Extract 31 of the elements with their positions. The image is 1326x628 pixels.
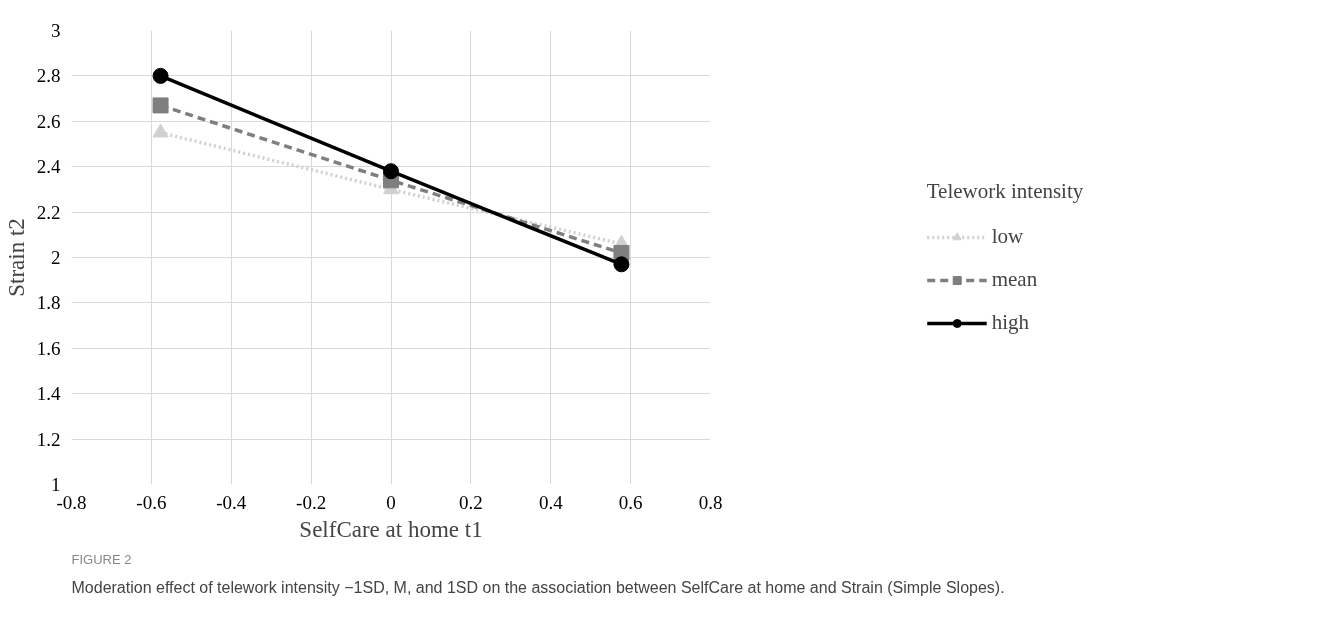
text: Moderation effect of telework intensity −1SD, M, and 1SD on the association between SelfCare at home and Strain (Simple Slopes). — [71, 578, 1005, 596]
y-tick-label: 1.4 — [36, 383, 61, 405]
x-tick-label: 0.2 — [459, 491, 483, 513]
point — [152, 97, 169, 114]
point — [383, 163, 399, 180]
point — [613, 256, 630, 273]
x-tick-label: 0 — [386, 491, 396, 513]
legend-label: high — [991, 310, 1030, 335]
y-tick-label: 1.6 — [36, 337, 61, 359]
y-tick-label: 3 — [51, 20, 61, 41]
x-tick-label: 0.6 — [618, 491, 643, 513]
x-tick-label: 0.4 — [538, 491, 564, 513]
y-tick-label: 1.2 — [36, 428, 61, 450]
x-axis-title: SelfCare at home t1 — [299, 516, 483, 542]
x-tick-label: -0.6 — [136, 491, 167, 513]
x-tick-label: -0.2 — [296, 491, 327, 513]
y-tick-label: 2 — [51, 247, 61, 268]
x-tick-label: -0.4 — [216, 491, 247, 513]
legend-label: mean — [991, 267, 1038, 292]
y-axis-title: Strain t2 — [3, 218, 29, 297]
y-tick-label: 2.4 — [36, 156, 61, 178]
x-tick-label: 0.8 — [698, 491, 723, 513]
y-tick-label: 1.8 — [36, 292, 61, 314]
point — [152, 123, 169, 138]
legend-label: low — [991, 224, 1024, 249]
y-tick-label: 2.2 — [36, 201, 61, 223]
y-tick-label: 2.8 — [36, 65, 61, 87]
legend-title: Telework intensity — [926, 179, 1084, 204]
y-tick-label: 2.6 — [36, 110, 61, 132]
caption: FIGURE 2 — [71, 551, 132, 567]
point — [152, 67, 169, 84]
